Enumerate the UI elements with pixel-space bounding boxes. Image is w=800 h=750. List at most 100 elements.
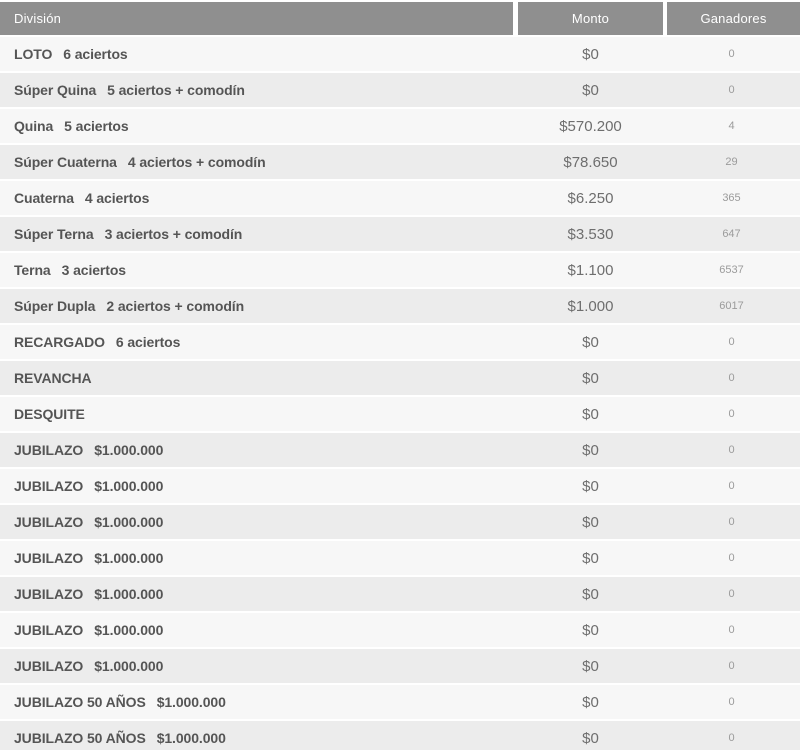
division-cell: Súper Quina 5 aciertos + comodín (0, 82, 518, 98)
division-cell: DESQUITE (0, 406, 518, 422)
division-detail: 4 aciertos (84, 190, 150, 206)
ganadores-value: 6017 (719, 300, 744, 312)
ganadores-value: 0 (728, 444, 735, 456)
division-name: RECARGADO (14, 334, 105, 350)
monto-value: $0 (582, 693, 599, 711)
monto-value: $0 (582, 45, 599, 63)
division-cell: Cuaterna 4 aciertos (0, 190, 518, 206)
division-detail: 5 aciertos + comodín (107, 82, 245, 98)
division-cell: JUBILAZO $1.000.000 (0, 622, 518, 638)
division-cell: JUBILAZO 50 AÑOS $1.000.000 (0, 694, 518, 710)
table-row: JUBILAZO $1.000.000 $0 0 (0, 577, 800, 611)
table-row: Súper Dupla 2 aciertos + comodín $1.000 6… (0, 289, 800, 323)
division-cell: JUBILAZO $1.000.000 (0, 514, 518, 530)
division-detail: $1.000.000 (94, 622, 164, 638)
division-detail: $1.000.000 (156, 730, 226, 746)
monto-value: $0 (582, 621, 599, 639)
division-detail: $1.000.000 (94, 514, 164, 530)
table-row: JUBILAZO $1.000.000 $0 0 (0, 469, 800, 503)
table-row: JUBILAZO 50 AÑOS $1.000.000 $0 0 (0, 721, 800, 750)
division-name: JUBILAZO (14, 442, 84, 458)
division-detail: $1.000.000 (94, 478, 164, 494)
division-name: JUBILAZO 50 AÑOS (14, 730, 146, 746)
division-detail: 5 aciertos (64, 118, 129, 134)
ganadores-value: 0 (728, 660, 735, 672)
monto-value: $0 (582, 657, 599, 675)
division-name: REVANCHA (14, 370, 92, 386)
division-name: Terna (14, 262, 51, 278)
division-cell: Quina 5 aciertos (0, 118, 518, 134)
monto-value: $1.000 (567, 297, 614, 315)
division-cell: JUBILAZO $1.000.000 (0, 658, 518, 674)
monto-value: $0 (582, 729, 599, 747)
division-cell: Súper Cuaterna 4 aciertos + comodín (0, 154, 518, 170)
monto-value: $78.650 (563, 153, 618, 171)
ganadores-value: 0 (728, 336, 735, 348)
monto-value: $0 (582, 513, 599, 531)
table-row: REVANCHA $0 0 (0, 361, 800, 395)
ganadores-value: 0 (728, 624, 735, 636)
division-detail: $1.000.000 (94, 550, 164, 566)
division-name: DESQUITE (14, 406, 85, 422)
table-row: Súper Cuaterna 4 aciertos + comodín $78.6… (0, 145, 800, 179)
monto-value: $0 (582, 585, 599, 603)
division-detail: $1.000.000 (156, 694, 226, 710)
ganadores-value: 365 (722, 192, 741, 204)
ganadores-value: 6537 (719, 264, 744, 276)
column-header-ganadores: Ganadores (667, 2, 800, 35)
table-header-row: División Monto Ganadores (0, 2, 800, 35)
table-row: JUBILAZO $1.000.000 $0 0 (0, 433, 800, 467)
table-row: Quina 5 aciertos $570.200 4 (0, 109, 800, 143)
monto-value: $0 (582, 333, 599, 351)
monto-value: $0 (582, 441, 599, 459)
table-row: Súper Quina 5 aciertos + comodín $0 0 (0, 73, 800, 107)
division-detail: 4 aciertos + comodín (127, 154, 266, 170)
table-row: JUBILAZO $1.000.000 $0 0 (0, 613, 800, 647)
division-name: JUBILAZO (14, 622, 84, 638)
division-name: JUBILAZO (14, 658, 84, 674)
division-name: JUBILAZO (14, 478, 84, 494)
table-row: JUBILAZO $1.000.000 $0 0 (0, 505, 800, 539)
division-name: LOTO (14, 46, 53, 62)
division-name: JUBILAZO (14, 586, 84, 602)
table-row: JUBILAZO $1.000.000 $0 0 (0, 541, 800, 575)
table-row: DESQUITE $0 0 (0, 397, 800, 431)
division-detail: 3 aciertos + comodín (104, 226, 243, 242)
division-name: Súper Cuaterna (14, 154, 117, 170)
division-cell: REVANCHA (0, 370, 518, 386)
division-detail: 2 aciertos + comodín (106, 298, 245, 314)
ganadores-value: 0 (728, 552, 735, 564)
table-row: JUBILAZO 50 AÑOS $1.000.000 $0 0 (0, 685, 800, 719)
division-detail: $1.000.000 (94, 658, 164, 674)
division-detail: $1.000.000 (94, 442, 164, 458)
table-row: LOTO 6 aciertos $0 0 (0, 37, 800, 71)
table-row: JUBILAZO $1.000.000 $0 0 (0, 649, 800, 683)
division-detail: 3 aciertos (61, 262, 126, 278)
ganadores-value: 4 (728, 120, 735, 132)
ganadores-value: 647 (722, 228, 741, 240)
division-detail: 6 aciertos (115, 334, 181, 350)
table-row: RECARGADO 6 aciertos $0 0 (0, 325, 800, 359)
division-name: Cuaterna (14, 190, 74, 206)
monto-value: $3.530 (567, 225, 614, 243)
monto-value: $0 (582, 405, 599, 423)
monto-value: $0 (582, 369, 599, 387)
monto-value: $1.100 (567, 261, 614, 279)
division-cell: JUBILAZO $1.000.000 (0, 586, 518, 602)
division-cell: JUBILAZO 50 AÑOS $1.000.000 (0, 730, 518, 746)
monto-value: $570.200 (559, 117, 622, 135)
division-cell: Súper Dupla 2 aciertos + comodín (0, 298, 518, 314)
monto-value: $6.250 (567, 189, 614, 207)
division-name: JUBILAZO (14, 550, 84, 566)
monto-value: $0 (582, 81, 599, 99)
ganadores-value: 0 (728, 480, 735, 492)
division-cell: JUBILAZO $1.000.000 (0, 442, 518, 458)
column-header-division: División (0, 2, 513, 35)
ganadores-value: 0 (728, 408, 735, 420)
division-detail: 6 aciertos (63, 46, 128, 62)
ganadores-value: 29 (725, 156, 738, 168)
division-name: JUBILAZO 50 AÑOS (14, 694, 146, 710)
division-name: Súper Dupla (14, 298, 96, 314)
ganadores-value: 0 (728, 372, 735, 384)
